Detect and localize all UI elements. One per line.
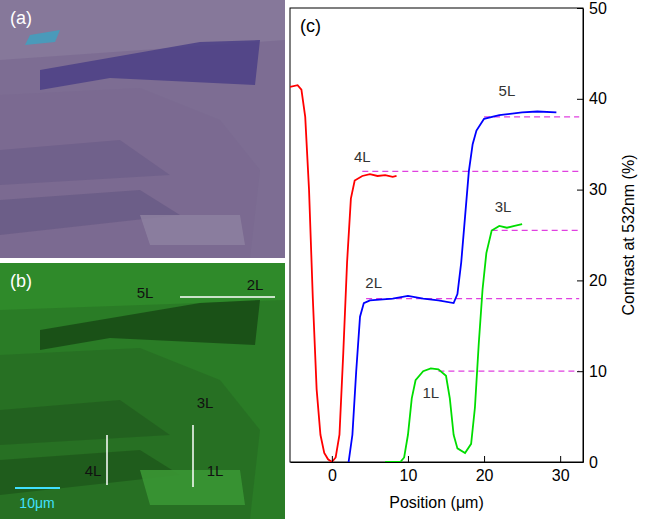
flake [25,30,60,45]
y-axis-title: Contrast at 532nm (%) [620,155,637,316]
data-line [349,112,557,462]
flake [0,140,170,185]
measure-line [180,296,275,298]
x-tick: 30 [552,456,570,484]
data-line [385,224,522,462]
panel-letter: (c) [300,16,321,36]
y-tick-label: 40 [589,90,607,107]
x-axis: 0 10 20 30 [291,456,584,484]
y-tick-label: 0 [589,454,598,471]
reference-line [362,171,579,172]
x-tick-mark [332,456,333,462]
flake [40,40,260,90]
y-tick-mark [577,8,583,9]
y-tick-label: 50 [589,0,607,17]
curve-label: 2L [365,274,382,291]
x-tick-mark [560,456,561,462]
flake [40,300,260,350]
panel-a: (a) [0,0,285,258]
reference-line [492,230,580,231]
curve-label: 5L [499,82,516,99]
y-tick: 50 [577,0,607,17]
x-tick-mark [484,456,485,462]
data-line [290,85,397,462]
flake [0,348,260,519]
plot-frame [290,8,583,462]
x-tick-label: 0 [328,467,337,484]
y-tick: 30 [577,181,607,198]
y-tick-label: 30 [589,181,607,198]
y-tick: 40 [577,90,607,107]
reference-line [438,371,579,372]
plot-marks [290,85,579,462]
y-tick-label: 10 [589,363,607,380]
layer-label: 4L [85,462,102,479]
flake [0,400,170,445]
panel-c: 0 10 20 30 0 10 20 30 40 50 Position (μm) Contrast … [290,0,637,511]
x-tick: 0 [328,456,337,484]
flake [0,88,260,258]
curve-label: 3L [495,198,512,215]
measure-line [106,435,108,485]
y-tick: 20 [577,272,607,289]
layer-label: 1L [207,462,224,479]
curve-label: 4L [354,148,371,165]
x-axis-title: Position (μm) [389,494,484,511]
panel-b: 5L 2L 3L 4L 1L 10μm (b) [0,263,285,519]
layer-label: 3L [197,394,214,411]
x-tick-label: 20 [476,467,494,484]
flake [0,300,285,519]
reference-line [484,116,579,117]
y-tick: 0 [577,454,598,471]
image-background [0,0,285,258]
scale-bar-label: 10μm [19,495,54,511]
x-tick-mark [408,456,409,462]
image-background [0,263,285,519]
curve-label: 1L [422,384,439,401]
y-axis-line [583,9,584,463]
x-tick-label: 10 [400,467,418,484]
panel-letter: (a) [10,8,32,28]
panel-letter: (b) [10,271,32,291]
y-tick-mark [577,371,583,372]
figure: (a) 5L 2L 3L 4L 1L 10μm (b) 0 10 20 30 0 10 20 30 40 50 Po… [0,0,645,519]
flake [140,215,245,245]
y-tick-mark [577,99,583,100]
y-tick-label: 20 [589,272,607,289]
y-axis: 0 10 20 30 40 50 [577,0,607,471]
x-tick: 10 [400,456,418,484]
layer-label: 2L [247,276,264,293]
x-tick-label: 30 [552,467,570,484]
measure-line [192,425,194,487]
y-tick-mark [577,462,583,463]
x-tick: 20 [476,456,494,484]
flake [0,40,285,258]
y-tick-mark [577,280,583,281]
layer-label: 5L [137,284,154,301]
scale-bar [15,487,60,489]
x-axis-line [291,462,584,463]
y-tick-mark [577,190,583,191]
y-tick: 10 [577,363,607,380]
